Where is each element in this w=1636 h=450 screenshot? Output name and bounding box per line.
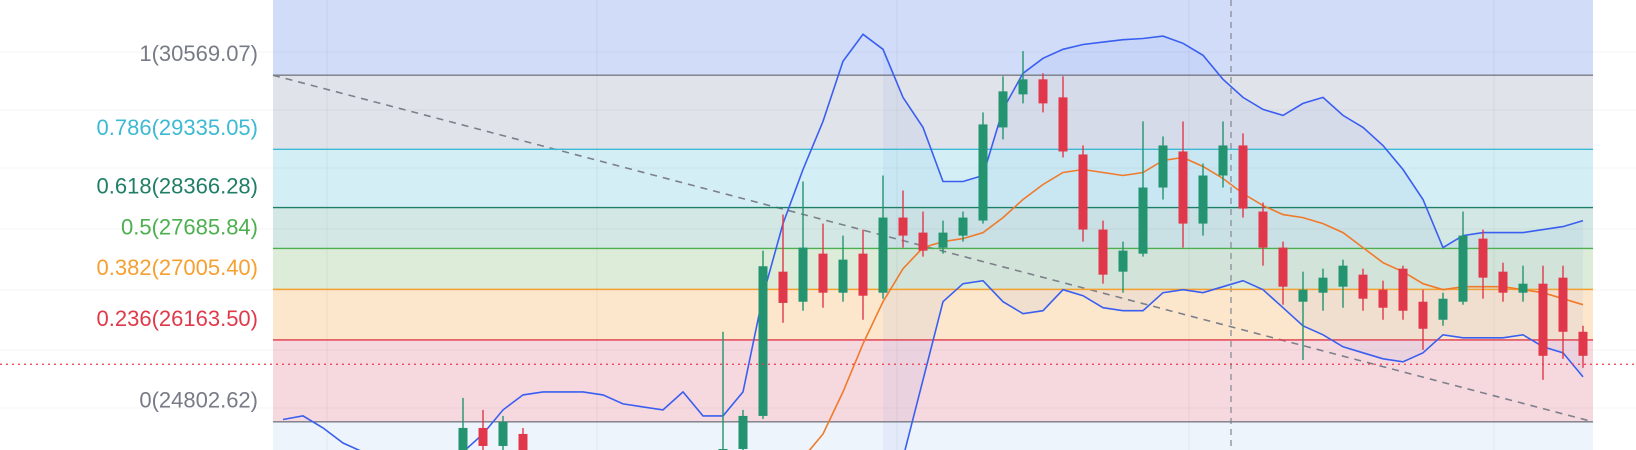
candle-body [1518, 283, 1528, 293]
fib-zone [273, 0, 1593, 76]
candle-body [998, 91, 1008, 128]
fib-labels: 1(30569.07) 0.786(29335.05) 0.618(28366.28… [97, 41, 258, 413]
bollinger-upper [282, 33, 1584, 450]
candle-body [1398, 268, 1408, 311]
candle-body [1418, 301, 1428, 329]
fib-zone [273, 289, 1593, 340]
candle-body [1258, 211, 1268, 248]
candle-body [858, 253, 868, 296]
candle-body [1378, 289, 1388, 308]
candle-body [838, 259, 848, 293]
candle-body [1018, 79, 1028, 95]
candle-body [1318, 277, 1328, 293]
candle-body [1098, 229, 1108, 275]
candles [458, 51, 1588, 450]
fib-zone [273, 207, 1593, 249]
candle-body [898, 217, 908, 236]
candle-body [518, 433, 528, 450]
candle-body [498, 421, 508, 446]
fib-label: 0.236(26163.50) [97, 306, 258, 331]
candle-body [1298, 289, 1308, 302]
candle-body [1078, 154, 1088, 230]
candle-body [958, 217, 968, 236]
candle-body [718, 448, 728, 450]
candle-body [818, 253, 828, 293]
fib-zone [273, 421, 1593, 450]
candle-body [1458, 235, 1468, 302]
candle-body [758, 266, 768, 416]
candle-body [938, 232, 948, 248]
candle-body [1498, 271, 1508, 293]
fib-label: 0(24802.62) [139, 388, 258, 413]
candle-body [1538, 283, 1548, 356]
candle-body [1158, 145, 1168, 188]
candle-body [1178, 151, 1188, 224]
fib-label: 0.618(28366.28) [97, 173, 258, 198]
candle-body [1338, 265, 1348, 287]
fib-label: 1(30569.07) [139, 41, 258, 66]
candle-body [1578, 331, 1588, 356]
candle-body [1478, 238, 1488, 278]
candle-body [778, 271, 788, 303]
candle-body [1058, 97, 1068, 152]
candle-body [1278, 247, 1288, 287]
candle-body [918, 232, 928, 251]
candle-body [978, 124, 988, 221]
bollinger-fill [883, 36, 1583, 450]
fib-label: 0.5(27685.84) [121, 214, 258, 239]
fib-label: 0.786(29335.05) [97, 115, 258, 140]
candle-body [1238, 145, 1248, 209]
candle-body [1438, 298, 1448, 320]
candle-body [1138, 187, 1148, 254]
candle-body [458, 427, 468, 450]
candle-body [878, 217, 888, 293]
bollinger-lower [904, 279, 1584, 450]
fib-zone [273, 339, 1593, 422]
fib-zones [273, 0, 1593, 450]
fib-label: 0.382(27005.40) [97, 255, 258, 280]
candle-body [738, 415, 748, 449]
candle-body [1038, 79, 1048, 104]
candle-body [1558, 277, 1568, 332]
candle-body [1118, 250, 1128, 272]
fib-zone [273, 149, 1593, 208]
bollinger-fill [883, 36, 1583, 450]
fib-zone [273, 75, 1593, 150]
candle-body [798, 247, 808, 302]
candle-body [1198, 175, 1208, 224]
candle-body [1358, 274, 1368, 299]
candle-body [478, 427, 488, 446]
candle-body [1218, 145, 1228, 176]
